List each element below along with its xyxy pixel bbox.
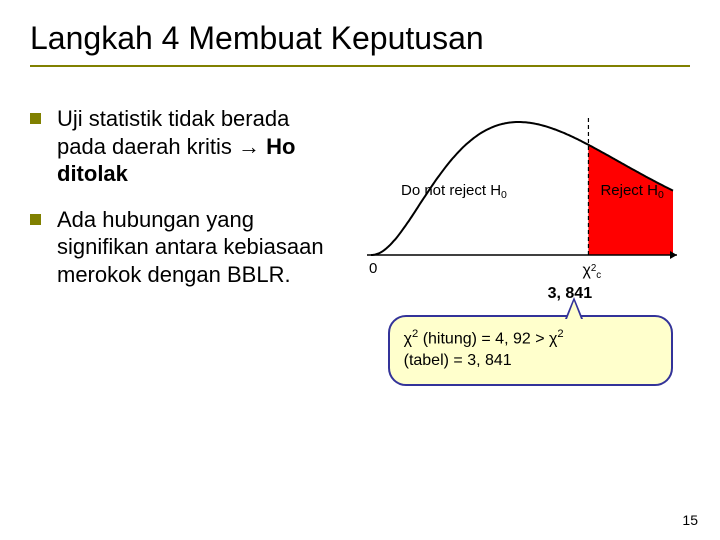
- slide-title: Langkah 4 Membuat Keputusan: [30, 20, 690, 67]
- chart-column: 0Do not reject H0Reject H0χ2c 3, 841 χ2 …: [353, 105, 690, 306]
- callout-box: χ2 (hitung) = 4, 92 > χ2 (tabel) = 3, 84…: [388, 315, 673, 386]
- list-item: Uji statistik tidak berada pada daerah k…: [30, 105, 338, 188]
- bullet-icon: [30, 214, 41, 225]
- bullet-text: Uji statistik tidak berada pada daerah k…: [57, 105, 338, 188]
- svg-text:χ2c: χ2c: [582, 262, 601, 281]
- distribution-curve-svg: 0 Do not reject H0 Reject H0 χ2c: [353, 110, 683, 290]
- bullet-icon: [30, 113, 41, 124]
- callout-tail-inner-icon: [567, 301, 581, 319]
- svg-text:Reject H0: Reject H0: [600, 182, 664, 201]
- chi-square-chart: 0 Do not reject H0 Reject H0 χ2c: [353, 110, 683, 290]
- svg-text:Do not reject H0: Do not reject H0: [401, 182, 507, 201]
- content-row: Uji statistik tidak berada pada daerah k…: [30, 105, 690, 306]
- page-number: 15: [682, 512, 698, 528]
- bullet-text: Ada hubungan yang signifikan antara kebi…: [57, 206, 338, 289]
- list-item: Ada hubungan yang signifikan antara kebi…: [30, 206, 338, 289]
- svg-text:0: 0: [369, 260, 377, 277]
- bullet-list: Uji statistik tidak berada pada daerah k…: [30, 105, 338, 306]
